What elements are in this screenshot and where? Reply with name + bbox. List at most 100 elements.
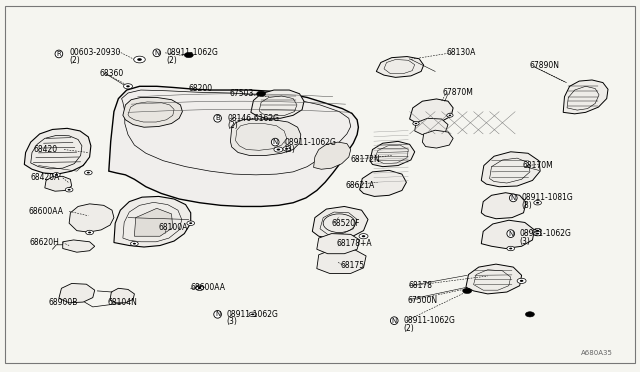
Circle shape <box>509 248 512 249</box>
Circle shape <box>133 243 136 244</box>
Polygon shape <box>376 57 424 77</box>
Text: 68900B: 68900B <box>49 298 78 307</box>
Circle shape <box>274 147 283 152</box>
Text: A680A35: A680A35 <box>581 350 613 356</box>
Circle shape <box>65 187 73 192</box>
Text: N: N <box>215 311 220 317</box>
Text: (3): (3) <box>520 237 531 246</box>
Circle shape <box>88 232 91 233</box>
Circle shape <box>517 278 526 283</box>
Text: 68100A: 68100A <box>159 223 188 232</box>
Circle shape <box>507 246 515 251</box>
Polygon shape <box>415 118 448 136</box>
Polygon shape <box>481 193 526 219</box>
Text: 68621A: 68621A <box>346 181 375 190</box>
Polygon shape <box>481 220 534 248</box>
Text: 68178: 68178 <box>408 281 433 290</box>
Circle shape <box>447 113 453 117</box>
Text: N: N <box>508 231 513 237</box>
Text: 68172N: 68172N <box>351 155 380 164</box>
Circle shape <box>87 172 90 173</box>
Polygon shape <box>109 86 358 206</box>
Polygon shape <box>370 141 415 167</box>
Text: 68600AA: 68600AA <box>191 283 226 292</box>
Text: N: N <box>511 195 516 201</box>
Circle shape <box>52 173 60 177</box>
Text: 68178+A: 68178+A <box>337 239 372 248</box>
Circle shape <box>536 233 539 234</box>
Text: 67870M: 67870M <box>443 88 474 97</box>
Polygon shape <box>410 99 453 124</box>
Circle shape <box>198 286 201 288</box>
Circle shape <box>124 84 132 89</box>
Text: 68104N: 68104N <box>108 298 138 307</box>
Polygon shape <box>123 97 182 127</box>
Polygon shape <box>317 234 360 254</box>
Circle shape <box>196 285 204 289</box>
Polygon shape <box>251 90 304 118</box>
Circle shape <box>252 314 254 315</box>
Polygon shape <box>59 283 95 303</box>
Text: 68600AA: 68600AA <box>28 207 63 216</box>
Circle shape <box>525 312 534 317</box>
Circle shape <box>187 221 195 225</box>
Polygon shape <box>563 80 608 114</box>
Polygon shape <box>360 170 406 196</box>
Text: 68170M: 68170M <box>522 161 553 170</box>
Text: (2): (2) <box>166 56 177 65</box>
Polygon shape <box>24 128 91 174</box>
Circle shape <box>283 147 291 151</box>
Text: 67890N: 67890N <box>530 61 560 70</box>
Text: 68130A: 68130A <box>447 48 476 57</box>
Text: (3): (3) <box>227 317 237 326</box>
Text: (3): (3) <box>285 145 296 154</box>
Text: 08911-1062G: 08911-1062G <box>403 316 455 325</box>
Circle shape <box>68 189 70 190</box>
Text: 68420: 68420 <box>33 145 58 154</box>
Circle shape <box>415 123 417 124</box>
Text: 67503: 67503 <box>229 89 253 98</box>
Circle shape <box>137 58 142 61</box>
Circle shape <box>534 228 541 233</box>
Text: (2): (2) <box>227 121 238 130</box>
Circle shape <box>55 174 58 176</box>
Polygon shape <box>314 142 351 169</box>
Circle shape <box>196 286 204 291</box>
Circle shape <box>84 170 92 175</box>
Text: 08146-6162G: 08146-6162G <box>227 114 279 123</box>
Polygon shape <box>481 152 540 187</box>
Circle shape <box>126 85 130 87</box>
Circle shape <box>362 235 365 237</box>
Polygon shape <box>134 208 173 236</box>
Text: 08911-1062G: 08911-1062G <box>227 310 278 319</box>
Circle shape <box>184 52 193 58</box>
Text: 68520F: 68520F <box>332 219 360 228</box>
Text: R: R <box>56 51 61 57</box>
Text: 68420A: 68420A <box>31 173 60 182</box>
Polygon shape <box>422 130 453 148</box>
Polygon shape <box>312 206 368 239</box>
Circle shape <box>536 202 539 203</box>
Text: 00603-20930: 00603-20930 <box>69 48 120 57</box>
Polygon shape <box>230 119 301 155</box>
Polygon shape <box>114 196 191 247</box>
Text: 67500N: 67500N <box>407 296 437 305</box>
Text: (2): (2) <box>403 324 414 333</box>
Polygon shape <box>63 240 95 252</box>
Circle shape <box>249 312 257 317</box>
Text: 08911-1062G: 08911-1062G <box>166 48 218 57</box>
Polygon shape <box>466 264 522 294</box>
Circle shape <box>536 230 539 231</box>
Polygon shape <box>69 204 114 232</box>
Text: 68175: 68175 <box>340 262 365 270</box>
Circle shape <box>189 222 192 224</box>
Circle shape <box>285 148 288 150</box>
Circle shape <box>534 231 541 236</box>
Circle shape <box>131 241 138 246</box>
Text: (8): (8) <box>522 201 532 210</box>
Circle shape <box>463 288 472 294</box>
Circle shape <box>198 288 201 289</box>
Text: 68200: 68200 <box>189 84 213 93</box>
Text: N: N <box>273 139 278 145</box>
Circle shape <box>276 148 280 151</box>
